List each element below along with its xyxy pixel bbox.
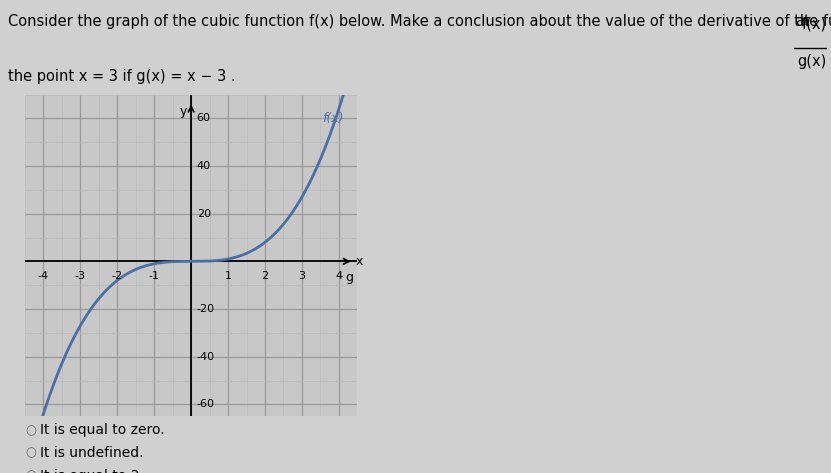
Text: the point x = 3 if g(x) = x − 3 .: the point x = 3 if g(x) = x − 3 .: [8, 69, 236, 84]
Text: -1: -1: [149, 271, 160, 281]
Text: 60: 60: [197, 114, 211, 123]
Text: ○: ○: [25, 469, 36, 473]
Text: ○: ○: [25, 424, 36, 437]
Text: f(x): f(x): [802, 17, 827, 32]
Text: ○: ○: [25, 447, 36, 460]
Text: 20: 20: [197, 209, 211, 219]
Text: -60: -60: [197, 399, 214, 409]
Text: 3: 3: [298, 271, 306, 281]
Text: x: x: [356, 255, 363, 268]
Text: -2: -2: [111, 271, 123, 281]
Text: g(x): g(x): [798, 54, 827, 70]
Text: -20: -20: [197, 304, 214, 314]
Text: 1: 1: [224, 271, 232, 281]
Text: g: g: [346, 271, 354, 284]
Text: -3: -3: [75, 271, 86, 281]
Text: at: at: [795, 14, 810, 29]
Text: 4: 4: [335, 271, 342, 281]
Text: It is equal to 3: It is equal to 3: [40, 469, 140, 473]
Text: 40: 40: [197, 161, 211, 171]
Text: -40: -40: [197, 352, 214, 362]
Text: It is undefined.: It is undefined.: [40, 446, 144, 460]
Text: f(x): f(x): [322, 112, 344, 125]
Text: It is equal to zero.: It is equal to zero.: [40, 423, 165, 438]
Text: 2: 2: [262, 271, 268, 281]
Text: y: y: [180, 105, 188, 118]
Text: -4: -4: [38, 271, 49, 281]
Text: Consider the graph of the cubic function f(x) below. Make a conclusion about the: Consider the graph of the cubic function…: [8, 14, 831, 29]
